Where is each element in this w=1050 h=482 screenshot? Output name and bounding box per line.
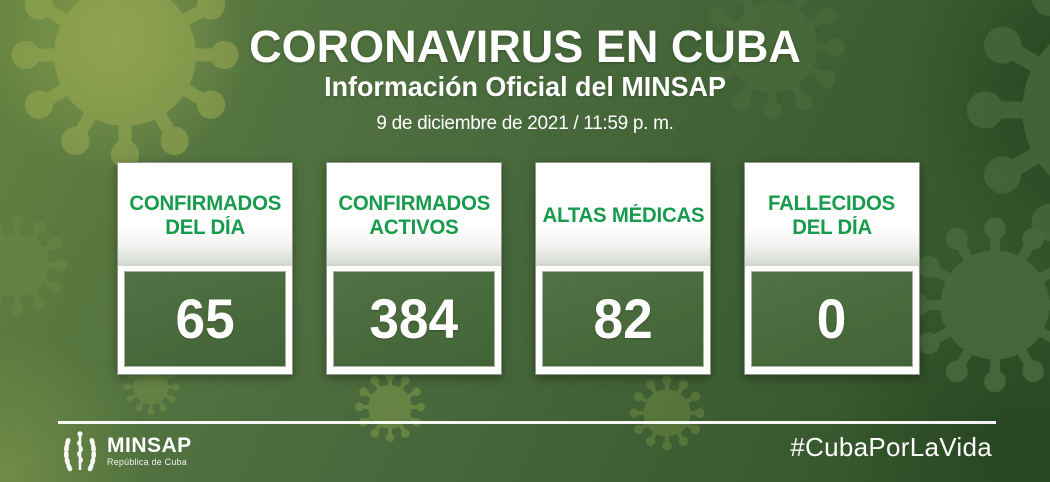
stats-row: CONFIRMADOS DEL DÍA 65 CONFIRMADOS ACTIV… bbox=[117, 162, 920, 375]
stat-label-line2: DEL DÍA bbox=[792, 215, 872, 239]
stat-card-confirmados-del-dia: CONFIRMADOS DEL DÍA 65 bbox=[117, 162, 293, 375]
campaign-hashtag: #CubaPorLaVida bbox=[790, 432, 992, 462]
minsap-emblem-icon bbox=[63, 431, 97, 472]
stat-label-line1: FALLECIDOS bbox=[768, 191, 896, 215]
stat-label: CONFIRMADOS DEL DÍA bbox=[118, 163, 292, 266]
stat-card-confirmados-activos: CONFIRMADOS ACTIVOS 384 bbox=[326, 162, 502, 375]
stat-value-box: 0 bbox=[751, 271, 913, 367]
stat-label-line1: CONFIRMADOS bbox=[129, 191, 281, 215]
minsap-logo-text: MINSAP República de Cuba bbox=[107, 433, 192, 468]
stat-card-altas-medicas: ALTAS MÉDICAS 82 bbox=[535, 162, 711, 375]
stat-value-box: 65 bbox=[124, 271, 286, 367]
stat-value-box: 384 bbox=[333, 271, 495, 367]
stat-label-line1: CONFIRMADOS bbox=[338, 191, 490, 215]
stat-card-fallecidos-del-dia: FALLECIDOS DEL DÍA 0 bbox=[744, 162, 920, 375]
org-name: MINSAP bbox=[107, 433, 192, 457]
report-date: 9 de diciembre de 2021 / 11:59 p. m. bbox=[376, 113, 674, 134]
stat-label: CONFIRMADOS ACTIVOS bbox=[327, 163, 501, 266]
stat-label: FALLECIDOS DEL DÍA bbox=[745, 163, 919, 266]
org-subtitle: República de Cuba bbox=[107, 456, 187, 467]
page-title: CORONAVIRUS EN CUBA bbox=[249, 21, 801, 72]
footer-divider bbox=[58, 421, 996, 424]
minsap-logo: MINSAP República de Cuba bbox=[60, 429, 192, 473]
stat-label-line2: ACTIVOS bbox=[369, 215, 459, 239]
stat-label-line1: ALTAS MÉDICAS bbox=[542, 203, 704, 227]
stat-value: 65 bbox=[175, 287, 235, 350]
stat-value: 0 bbox=[817, 287, 847, 350]
stat-value: 82 bbox=[593, 287, 653, 350]
stat-value-box: 82 bbox=[542, 271, 704, 367]
page-subtitle: Información Oficial del MINSAP bbox=[324, 71, 726, 102]
stat-label-line2: DEL DÍA bbox=[165, 215, 245, 239]
stat-value: 384 bbox=[369, 287, 459, 350]
stat-label: ALTAS MÉDICAS bbox=[536, 163, 710, 266]
